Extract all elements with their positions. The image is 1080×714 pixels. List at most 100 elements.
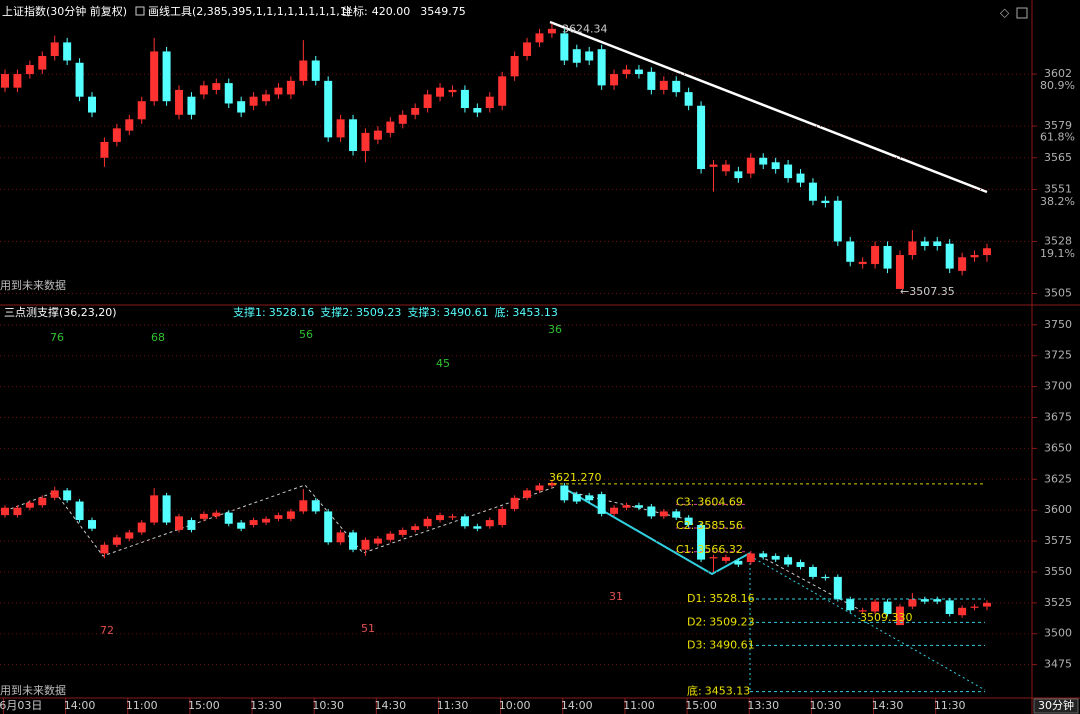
candle-body — [597, 494, 606, 514]
candle-body — [908, 241, 917, 256]
d-label: D3: 3490.61 — [687, 638, 755, 651]
candle-body — [1, 507, 9, 516]
y-tick-label: 3600 — [1044, 503, 1072, 516]
candle-body — [721, 164, 730, 172]
candle-body — [75, 62, 84, 97]
fib-label: 61.8% — [1040, 130, 1075, 143]
x-tick-label: 14:00 — [561, 699, 593, 712]
candle-body — [485, 520, 494, 527]
candle-body — [63, 42, 72, 61]
candle-body — [336, 119, 345, 138]
coord-label: 坐标: — [342, 4, 368, 18]
candle-body — [560, 485, 569, 501]
candle-body — [958, 607, 967, 616]
candle-body — [13, 74, 22, 88]
period-button[interactable] — [1033, 698, 1079, 714]
candle-body — [535, 485, 544, 491]
candle-body — [125, 119, 134, 131]
c-value: 3604.69 — [697, 495, 743, 508]
candle-body — [436, 87, 445, 97]
close-icon[interactable] — [1016, 7, 1028, 19]
candle-body — [361, 539, 370, 550]
support-value: 3453.13 — [512, 306, 558, 319]
candle-body — [336, 532, 345, 543]
candle-body — [112, 128, 121, 142]
candle-body — [299, 60, 308, 81]
candle-body — [274, 515, 283, 519]
candle-body — [784, 164, 793, 179]
candle-body — [373, 538, 382, 544]
candle-body — [411, 526, 420, 530]
c-label: C3: 3604.69 — [676, 495, 743, 508]
candle-body — [286, 511, 295, 519]
candle-body — [473, 526, 482, 529]
candle-body — [311, 500, 320, 512]
y-tick-label: 3500 — [1044, 627, 1072, 640]
panel-title: 三点测支撑(36,23,20) — [4, 305, 117, 319]
candle-body — [299, 500, 308, 512]
candle-body — [25, 502, 34, 508]
candle-body — [709, 557, 718, 559]
candle-body — [784, 557, 793, 565]
candle-body — [175, 89, 184, 115]
candle-body — [895, 255, 904, 289]
candle-body — [933, 241, 942, 246]
candle-body — [622, 69, 631, 75]
candle-body — [510, 55, 519, 77]
period-label[interactable]: 30分钟 — [1038, 698, 1074, 712]
candle-body — [523, 42, 532, 56]
candle-body — [808, 567, 817, 577]
candle-body — [137, 101, 146, 120]
y-tick-label: 3565 — [1044, 151, 1072, 164]
candle-body — [237, 101, 246, 113]
c-value: 3585.56 — [697, 519, 743, 532]
candle-body — [311, 60, 320, 81]
candle-body — [970, 606, 979, 608]
y-tick-label: 3625 — [1044, 472, 1072, 485]
candle-body — [734, 560, 743, 565]
candle-body — [224, 512, 233, 524]
high-label: 3624.34 — [562, 23, 608, 36]
x-tick-label: 11:30 — [437, 699, 469, 712]
candle-body — [423, 518, 432, 527]
candle-body — [858, 261, 867, 265]
x-tick-label: 06月03日 — [0, 699, 42, 712]
y-tick-label: 3550 — [1044, 565, 1072, 578]
candle-body — [672, 511, 681, 518]
candle-body — [212, 512, 221, 517]
c-name: C1: — [676, 543, 694, 556]
c-value: 3566.32 — [697, 543, 743, 556]
candle-body — [659, 511, 668, 517]
candle-body — [460, 516, 469, 527]
candle-body — [796, 562, 805, 568]
candle-body — [125, 532, 134, 539]
y-tick-label: 3525 — [1044, 596, 1072, 609]
low-label: ←3507.35 — [900, 285, 955, 298]
candle-body — [697, 105, 706, 170]
candle-body — [237, 522, 246, 529]
candle-body — [920, 599, 929, 602]
x-tick-label: 10:30 — [312, 699, 344, 712]
tool-icon — [135, 6, 145, 16]
count-label: 45 — [436, 357, 450, 370]
candle-body — [199, 513, 208, 519]
candle-body — [634, 505, 643, 508]
candle-body — [833, 576, 842, 600]
candle-body — [821, 576, 830, 579]
candle-body — [137, 522, 146, 533]
candle-body — [187, 96, 196, 115]
count-label: 36 — [548, 323, 562, 336]
candle-body — [349, 119, 358, 151]
candle-body — [100, 544, 109, 554]
d-value: 3490.61 — [709, 638, 755, 651]
candle-body — [672, 80, 681, 93]
x-tick-label: 13:30 — [747, 699, 779, 712]
count-label: 76 — [50, 331, 64, 344]
candle-body — [796, 173, 805, 183]
settings-icon[interactable]: ◇ — [1000, 6, 1010, 20]
candle-body — [162, 51, 171, 102]
candle-body — [150, 51, 159, 102]
candle-body — [883, 601, 892, 614]
coord-y: 3549.75 — [420, 5, 466, 18]
